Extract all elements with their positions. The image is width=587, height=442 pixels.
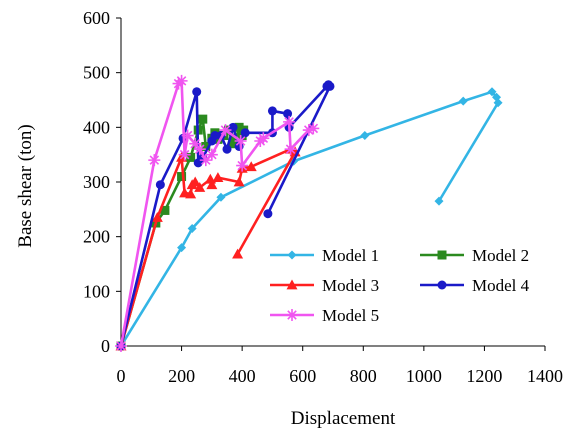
series-1-point — [487, 87, 497, 97]
series-5-point — [175, 74, 188, 87]
series-3-point — [245, 161, 257, 172]
x-tick-label: 600 — [289, 366, 316, 386]
y-tick-label: 200 — [83, 227, 110, 247]
series-5-point — [189, 137, 202, 150]
series-5-point — [284, 143, 297, 156]
series-5-point — [219, 124, 232, 137]
series-5-point — [178, 148, 191, 161]
legend-3-marker — [286, 279, 298, 290]
series-5-point — [236, 159, 249, 172]
y-tick-label: 100 — [83, 281, 110, 301]
series-5-point — [148, 154, 161, 167]
x-tick-label: 0 — [117, 366, 126, 386]
legend-5-label: Model 5 — [322, 306, 379, 325]
series-2-point — [201, 141, 211, 151]
series-1-point — [216, 192, 226, 202]
legend-4-label: Model 4 — [472, 276, 530, 295]
legend-2-label: Model 2 — [472, 246, 529, 265]
x-tick-label: 400 — [229, 366, 256, 386]
x-tick-label: 1000 — [406, 366, 442, 386]
series-5-point — [199, 154, 212, 167]
y-axis-title: Base shear (ton) — [15, 124, 36, 247]
series-1-point — [493, 98, 503, 108]
series-3-point — [232, 248, 244, 259]
series-1-point — [434, 196, 444, 206]
y-tick-label: 0 — [101, 336, 110, 356]
series-3-point — [189, 176, 201, 187]
series-5-line — [119, 79, 314, 347]
series-3-point — [151, 212, 163, 222]
series-5-point — [234, 135, 247, 147]
y-tick-label: 400 — [83, 117, 110, 137]
series-2-point — [198, 114, 208, 124]
y-tick-label: 500 — [83, 63, 110, 83]
x-tick-label: 1200 — [466, 366, 502, 386]
series-2-point — [228, 139, 238, 149]
y-tick-label: 300 — [83, 172, 110, 192]
legend-5-marker — [286, 309, 298, 321]
series-4-point — [263, 209, 273, 219]
legend-1-marker — [287, 250, 297, 260]
series-2-point — [213, 134, 223, 144]
x-tick-label: 800 — [350, 366, 377, 386]
legend-2-marker — [437, 250, 447, 260]
x-axis-title: Displacement — [291, 408, 396, 429]
series-5-point — [257, 132, 270, 145]
series-5-point — [302, 124, 315, 137]
series-2-point — [177, 172, 187, 182]
series-1-point — [360, 131, 370, 141]
x-tick-label: 200 — [168, 366, 195, 386]
series-2-point — [186, 152, 196, 162]
series-5-point — [205, 148, 218, 161]
legend-1-label: Model 1 — [322, 246, 379, 265]
series-4-point — [240, 128, 250, 138]
series-3-point — [194, 181, 206, 192]
series-4-point — [155, 180, 165, 190]
series-5-point — [283, 115, 296, 128]
series-1-point — [177, 243, 187, 253]
series-4-point — [325, 81, 335, 91]
legend-4-marker — [437, 280, 447, 290]
y-tick-label: 600 — [83, 8, 110, 28]
series-5-point — [307, 122, 320, 135]
series-4-point — [222, 144, 232, 154]
series-3-point — [212, 172, 224, 183]
series-3-point — [185, 188, 197, 199]
series-1-point — [458, 96, 468, 106]
series-4-line — [119, 83, 332, 347]
series-1-point — [187, 223, 197, 233]
series-3-point — [206, 179, 218, 190]
x-tick-label: 1400 — [527, 366, 563, 386]
legend-3-label: Model 3 — [322, 276, 379, 295]
series-4-point — [267, 106, 277, 116]
series-5-point — [115, 340, 127, 352]
series-3-point — [233, 176, 245, 187]
series-2-point — [160, 205, 170, 215]
series-4-point — [192, 87, 202, 97]
series-5-point — [181, 129, 194, 142]
series-5-point — [193, 143, 206, 156]
series-2-point — [234, 122, 244, 132]
series-4-point — [283, 109, 293, 119]
